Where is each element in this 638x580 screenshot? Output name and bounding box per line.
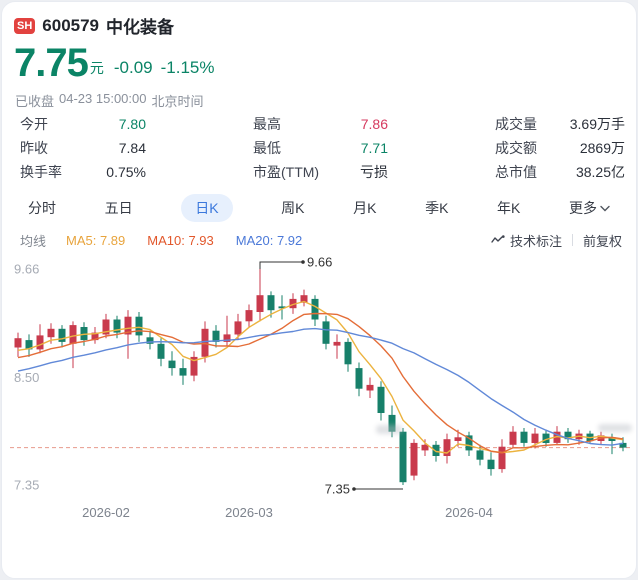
stat-label: 今开 xyxy=(20,116,48,132)
tab-period-7[interactable]: 更多 xyxy=(569,198,610,218)
stat-cell: 总市值 38.25亿 xyxy=(495,160,625,184)
price-unit: 元 xyxy=(89,60,104,76)
ma-legend-ma20: MA20: 7.92 xyxy=(235,232,303,248)
stat-value: 3.69万手 xyxy=(569,116,625,132)
stat-label: 成交量 xyxy=(495,116,537,132)
tab-period-1[interactable]: 五日 xyxy=(104,200,133,216)
price-change-percent: -1.15% xyxy=(160,58,215,77)
stat-label: 换手率 xyxy=(20,164,62,180)
ma-label: 均线 xyxy=(20,233,47,249)
tab-period-0[interactable]: 分时 xyxy=(28,200,56,216)
stat-cell: 最高 7.86 xyxy=(253,112,388,136)
tab-daily-k[interactable]: 日K xyxy=(181,194,233,222)
stat-cell: 换手率 0.75% xyxy=(20,160,146,184)
svg-text:9.66: 9.66 xyxy=(307,255,332,270)
period-tabs: 分时 五日 日K 周K 月K 季K 年K 更多 xyxy=(16,194,622,222)
squiggle-annotation-icon xyxy=(491,235,505,243)
divider xyxy=(571,234,573,246)
stat-value: 7.71 xyxy=(360,140,388,156)
tech-annotation-button[interactable]: 技术标注 xyxy=(491,231,562,250)
svg-text:2026-03: 2026-03 xyxy=(225,505,273,520)
timezone-label: 北京时间 xyxy=(151,94,204,109)
tab-period-4[interactable]: 月K xyxy=(353,200,377,216)
stat-label: 最高 xyxy=(253,116,281,132)
kline-chart[interactable]: 9.66 7.35 9.66 8.50 7.35 2026-02 2026-03 2026-0… xyxy=(2,254,636,530)
market-state: 已收盘 xyxy=(15,94,55,109)
svg-text:7.35: 7.35 xyxy=(325,482,350,497)
stat-label: 总市值 xyxy=(495,164,537,180)
tab-period-5[interactable]: 季K xyxy=(425,200,449,216)
price-row: 7.75 元 -0.09 -1.15% xyxy=(14,42,214,84)
stat-label: 昨收 xyxy=(20,140,48,156)
market-status: 已收盘 04-23 15:00:00 北京时间 xyxy=(15,91,204,110)
svg-text:2026-04: 2026-04 xyxy=(445,505,493,520)
svg-text:8.50: 8.50 xyxy=(14,370,39,385)
tab-period-3[interactable]: 周K xyxy=(281,200,305,216)
stat-cell: 昨收 7.84 xyxy=(20,136,146,160)
stat-value: 7.84 xyxy=(118,140,146,156)
chevron-down-icon xyxy=(600,205,610,211)
stat-label: 市盈(TTM) xyxy=(253,164,320,180)
stat-value: 7.86 xyxy=(360,116,388,132)
stats-grid: 今开 7.80 最高 7.86 成交量 3.69万手昨收 7.84 最低 7.71 成交额 2869… xyxy=(20,112,625,184)
stat-value: 亏损 xyxy=(360,164,388,180)
tab-period-6[interactable]: 年K xyxy=(497,200,521,216)
stock-name: 中化装备 xyxy=(106,18,175,37)
stat-cell: 成交额 2869万 xyxy=(495,136,625,160)
quote-datetime: 04-23 15:00:00 xyxy=(59,91,147,106)
stat-cell: 市盈(TTM) 亏损 xyxy=(253,160,388,184)
stat-value: 38.25亿 xyxy=(575,164,625,180)
exchange-badge: SH xyxy=(14,17,36,34)
stat-cell: 最低 7.71 xyxy=(253,136,388,160)
stat-value: 7.80 xyxy=(118,116,146,132)
chart-tools: 技术标注 前复权 xyxy=(491,231,622,250)
svg-text:2026-02: 2026-02 xyxy=(82,505,130,520)
stat-label: 成交额 xyxy=(495,140,537,156)
ma-items: MA5: 7.89 MA10: 7.93 MA20: 7.92 xyxy=(66,233,302,248)
header: SH 600579 中化装备 xyxy=(14,13,174,38)
tech-annotation-label: 技术标注 xyxy=(509,233,562,249)
stat-label: 最低 xyxy=(253,140,281,156)
stat-cell: 成交量 3.69万手 xyxy=(495,112,625,136)
adjust-mode-button[interactable]: 前复权 xyxy=(582,233,622,249)
ma-legend-ma5: MA5: 7.89 xyxy=(66,232,126,248)
stock-code: 600579 xyxy=(42,15,100,35)
ma-legend-ma10: MA10: 7.93 xyxy=(147,232,214,248)
price-change: -0.09 xyxy=(113,58,153,77)
svg-text:7.35: 7.35 xyxy=(14,478,39,493)
stat-value: 2869万 xyxy=(579,140,625,156)
stat-value: 0.75% xyxy=(106,164,146,180)
stat-cell: 今开 7.80 xyxy=(20,112,146,136)
svg-text:9.66: 9.66 xyxy=(14,262,39,277)
current-price: 7.75 xyxy=(14,41,89,85)
ma-legend-row: 均线 MA5: 7.89 MA10: 7.93 MA20: 7.92 技术标注 前复… xyxy=(20,230,622,250)
